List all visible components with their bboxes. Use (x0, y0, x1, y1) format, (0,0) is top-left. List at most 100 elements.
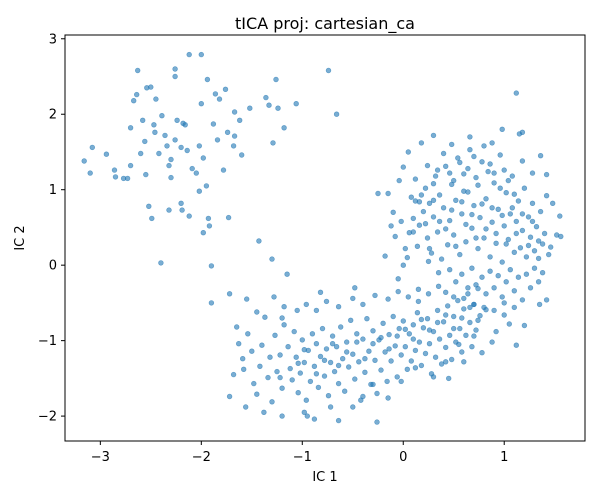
data-point (210, 121, 217, 127)
data-point (172, 137, 178, 143)
data-point (443, 344, 449, 351)
data-point (523, 271, 530, 277)
data-point (285, 344, 291, 350)
data-point (323, 298, 330, 305)
data-point (112, 174, 119, 180)
data-point (501, 300, 507, 306)
data-point (206, 223, 213, 229)
data-point (394, 333, 400, 339)
data-point (495, 206, 501, 213)
data-point (501, 312, 507, 318)
data-point (208, 263, 215, 269)
data-point (507, 267, 513, 273)
data-point (311, 416, 318, 422)
data-point (198, 100, 205, 107)
data-point (418, 316, 425, 323)
data-point (189, 165, 195, 172)
data-point (196, 188, 203, 194)
data-point (144, 85, 150, 91)
data-point (461, 359, 467, 365)
data-point (511, 288, 517, 294)
data-point (418, 140, 425, 146)
data-point (485, 168, 491, 175)
data-point (372, 292, 378, 299)
data-point (398, 352, 404, 358)
data-point (549, 200, 556, 207)
data-point (275, 105, 281, 111)
y-tick-label: 2 (49, 108, 57, 123)
data-point (416, 222, 423, 228)
data-point (243, 404, 249, 410)
data-point (418, 362, 425, 369)
data-point (469, 265, 475, 271)
data-point (473, 174, 479, 181)
data-point (489, 205, 495, 211)
data-point (469, 225, 475, 231)
data-point (459, 211, 465, 217)
data-point (557, 213, 563, 219)
data-point (405, 294, 411, 300)
data-point (402, 326, 408, 332)
data-point (425, 291, 432, 297)
data-point (481, 235, 487, 241)
data-point (184, 147, 190, 154)
data-point (317, 353, 324, 360)
data-point (325, 67, 332, 74)
data-point (378, 334, 384, 341)
data-point (277, 352, 283, 358)
data-point (159, 112, 165, 119)
data-point (196, 143, 203, 149)
data-point (404, 254, 410, 261)
data-point (225, 214, 232, 221)
data-point (513, 90, 519, 96)
data-point (287, 365, 293, 372)
data-point (451, 232, 457, 238)
data-point (491, 307, 497, 314)
data-point (186, 51, 192, 58)
data-point (295, 390, 301, 396)
data-point (501, 223, 507, 229)
data-point (239, 152, 245, 158)
data-point (459, 199, 465, 205)
data-point (143, 171, 149, 178)
data-point (200, 230, 207, 236)
data-point (335, 417, 342, 424)
data-point (402, 344, 408, 350)
data-point (178, 200, 184, 207)
data-point (430, 181, 437, 187)
data-point (511, 249, 517, 256)
data-point (265, 374, 271, 381)
data-point (301, 359, 307, 366)
data-point (412, 176, 419, 182)
data-point (529, 200, 536, 207)
data-point (443, 163, 449, 170)
data-point (291, 328, 297, 335)
x-tick-label: 0 (399, 450, 407, 465)
data-point (281, 125, 287, 131)
data-point (463, 332, 469, 338)
data-point (487, 161, 493, 167)
data-point (449, 356, 455, 363)
data-point (396, 325, 402, 332)
data-point (483, 291, 489, 297)
data-point (193, 170, 200, 176)
data-point (503, 279, 509, 285)
data-point (385, 190, 391, 197)
data-point (410, 322, 416, 328)
data-point (463, 239, 469, 245)
data-point (360, 301, 366, 308)
data-point (344, 349, 350, 355)
data-point (519, 227, 526, 234)
data-point (146, 203, 152, 210)
y-axis-ticks: −2 −1 0 1 2 3 (38, 32, 65, 425)
data-point (182, 122, 188, 128)
data-point (436, 336, 443, 342)
data-point (447, 267, 453, 273)
data-point (164, 143, 170, 149)
data-point (408, 194, 414, 200)
data-point (153, 96, 159, 102)
data-point (449, 141, 455, 148)
data-point (284, 271, 290, 277)
data-point (489, 339, 495, 345)
